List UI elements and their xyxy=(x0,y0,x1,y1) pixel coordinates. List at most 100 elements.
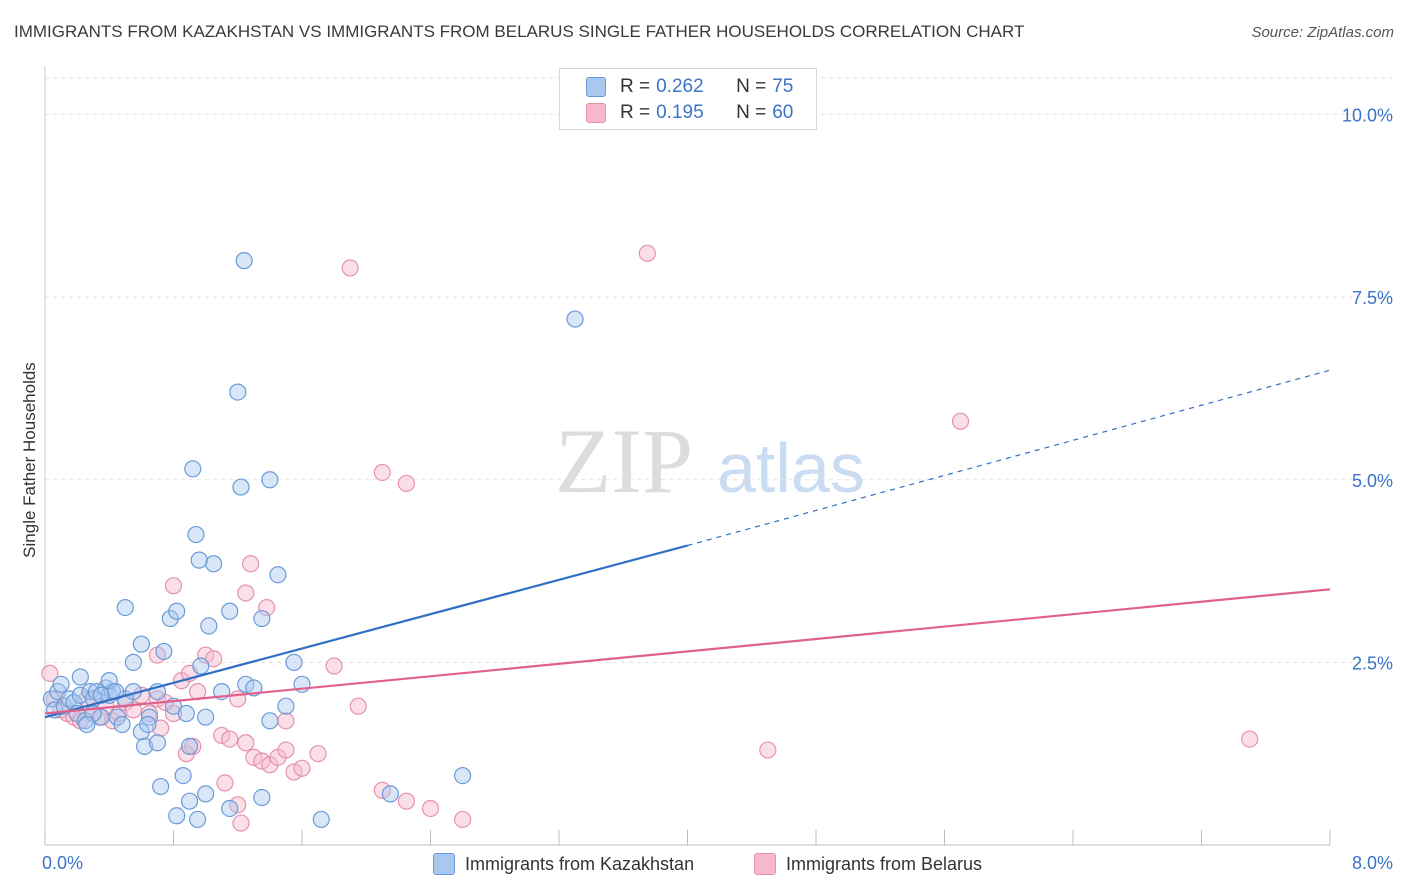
legend-swatch-belarus xyxy=(586,103,606,123)
belarus-point xyxy=(951,412,970,430)
kazakhstan-point xyxy=(197,708,215,726)
chart-source: Source: ZipAtlas.com xyxy=(1251,24,1394,41)
kazakhstan-point xyxy=(113,715,131,734)
belarus-point xyxy=(213,726,231,745)
legend-n-value-kazakhstan: 75 xyxy=(772,76,794,97)
kazakhstan-point xyxy=(177,704,195,723)
kazakhstan-point xyxy=(269,566,287,584)
belarus-point xyxy=(164,577,183,595)
kazakhstan-point xyxy=(190,551,208,569)
watermark-atlas: atlas xyxy=(717,429,865,507)
kazakhstan-point xyxy=(187,525,205,544)
kazakhstan-point xyxy=(205,555,223,573)
kazakhstan-point xyxy=(277,697,295,715)
belarus-point xyxy=(373,781,391,799)
kazakhstan-point xyxy=(192,657,210,675)
y-tick-label: 10.0% xyxy=(1342,106,1393,126)
kazakhstan-point xyxy=(253,788,271,807)
bottom-legend-swatch-belarus xyxy=(754,853,776,875)
kazakhstan-point xyxy=(139,715,157,734)
belarus-point xyxy=(454,810,472,829)
kazakhstan-point xyxy=(197,785,215,803)
kazakhstan-point xyxy=(116,598,134,617)
legend-n-label: N = xyxy=(736,102,767,123)
kazakhstan-point xyxy=(71,668,89,686)
kazakhstan-point xyxy=(184,460,202,478)
kazakhstan-point xyxy=(312,810,330,829)
kazakhstan-point xyxy=(285,653,303,671)
belarus-point xyxy=(421,799,440,818)
y-tick-label: 5.0% xyxy=(1352,471,1393,491)
kazakhstan-trend-extension xyxy=(687,369,1331,547)
belarus-point xyxy=(140,704,159,723)
kazakhstan-point xyxy=(124,653,142,671)
bottom-legend-kazakhstan: Immigrants from Kazakhstan xyxy=(433,851,694,877)
chart-title: IMMIGRANTS FROM KAZAKHSTAN VS IMMIGRANTS… xyxy=(14,22,1025,41)
belarus-point xyxy=(325,657,343,675)
legend-swatch-kazakhstan xyxy=(586,77,606,97)
legend-n-value-belarus: 60 xyxy=(772,102,794,123)
belarus-point xyxy=(285,763,303,781)
kazakhstan-point xyxy=(229,383,247,401)
belarus-point xyxy=(152,719,170,737)
kazakhstan-point xyxy=(71,686,89,704)
kazakhstan-point xyxy=(261,471,279,489)
kazakhstan-trend-line xyxy=(44,544,688,719)
belarus-point xyxy=(242,555,260,573)
kazakhstan-point xyxy=(454,767,472,785)
kazakhstan-point xyxy=(168,602,186,620)
belarus-point xyxy=(397,792,416,810)
kazakhstan-point xyxy=(107,682,125,701)
belarus-point xyxy=(245,748,263,766)
bottom-legend-swatch-kazakhstan xyxy=(433,853,455,875)
x-tick-label-min: 0.0% xyxy=(42,853,83,873)
kazakhstan-point xyxy=(235,252,253,270)
kazakhstan-point xyxy=(52,675,70,693)
kazakhstan-point xyxy=(566,310,584,328)
kazakhstan-point xyxy=(148,734,167,752)
kazakhstan-point xyxy=(174,767,192,785)
belarus-point xyxy=(341,259,359,277)
belarus-point xyxy=(205,650,223,668)
legend-row-belarus: R = 0.195 N = 60 xyxy=(586,101,793,125)
belarus-point xyxy=(1241,730,1259,748)
belarus-point xyxy=(229,796,247,814)
bottom-legend-label-kazakhstan: Immigrants from Kazakhstan xyxy=(465,853,695,874)
kazakhstan-point xyxy=(168,807,186,825)
legend-r-value-kazakhstan: 0.262 xyxy=(656,76,704,97)
legend-row-kazakhstan: R = 0.262 N = 75 xyxy=(586,75,793,99)
legend-r-label: R = xyxy=(620,76,651,97)
kazakhstan-point xyxy=(132,635,150,653)
belarus-point xyxy=(221,730,239,748)
kazakhstan-point xyxy=(180,792,199,810)
kazakhstan-point xyxy=(237,675,255,693)
belarus-point xyxy=(277,712,295,730)
belarus-point xyxy=(349,697,367,715)
bottom-legend-label-belarus: Immigrants from Belarus xyxy=(786,853,983,874)
y-tick-label: 7.5% xyxy=(1352,288,1393,308)
belarus-point xyxy=(237,584,255,602)
y-tick-label: 2.5% xyxy=(1352,653,1393,673)
kazakhstan-point xyxy=(200,617,218,635)
belarus-point xyxy=(216,774,234,792)
kazakhstan-point xyxy=(188,810,207,829)
belarus-point xyxy=(253,752,271,770)
belarus-point xyxy=(293,759,311,777)
kazakhstan-point xyxy=(221,602,239,620)
kazakhstan-point xyxy=(180,737,199,755)
belarus-point xyxy=(258,598,276,617)
belarus-point xyxy=(197,646,215,664)
belarus-point xyxy=(759,741,777,759)
legend-n-label: N = xyxy=(736,76,767,97)
belarus-point xyxy=(232,814,250,832)
kazakhstan-point xyxy=(155,642,173,661)
legend-r-label: R = xyxy=(620,102,651,123)
belarus-trend-line xyxy=(44,588,1331,715)
belarus-point xyxy=(237,734,255,752)
belarus-point xyxy=(309,745,327,763)
kazakhstan-point xyxy=(221,799,239,818)
kazakhstan-point xyxy=(135,737,154,755)
belarus-point xyxy=(277,741,295,759)
kazakhstan-point xyxy=(78,715,96,734)
